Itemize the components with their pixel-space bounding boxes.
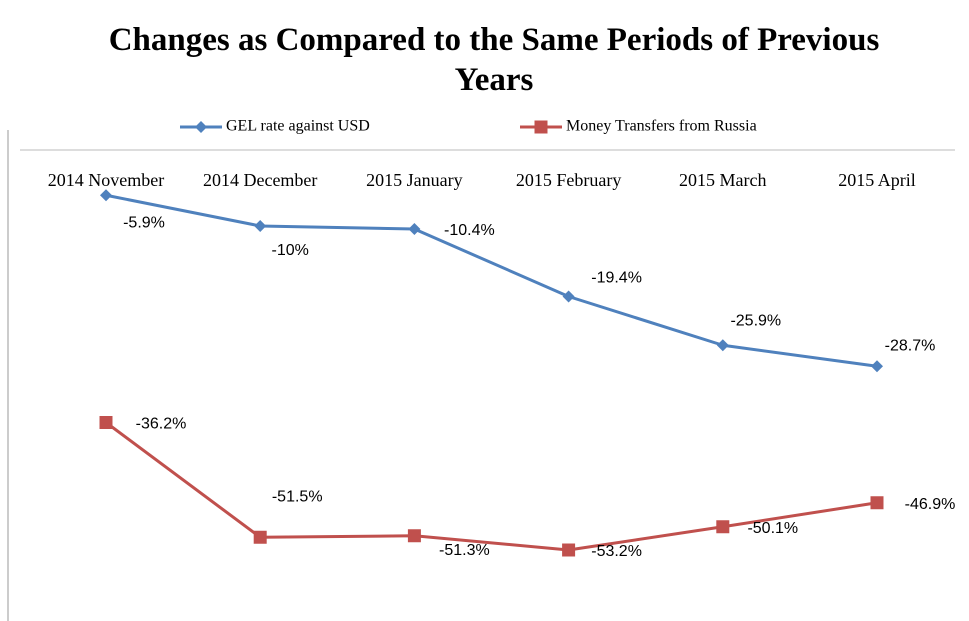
- x-tick-label: 2015 April: [838, 170, 916, 190]
- chart-title: Changes as Compared to the Same Periods …: [108, 22, 880, 98]
- data-label: -25.9%: [730, 312, 781, 329]
- marker: [716, 520, 730, 534]
- marker: [408, 223, 421, 235]
- marker: [253, 530, 267, 544]
- data-label: -46.9%: [905, 496, 956, 513]
- x-tick-label: 2015 January: [366, 170, 462, 190]
- marker: [407, 529, 421, 543]
- data-label: -51.3%: [439, 542, 490, 559]
- x-tick-label: 2014 December: [203, 170, 317, 190]
- marker: [870, 496, 884, 510]
- marker: [254, 220, 267, 232]
- data-label: -28.7%: [885, 337, 936, 354]
- data-label: -51.5%: [272, 488, 323, 505]
- series-line: [105, 193, 878, 368]
- marker: [534, 120, 548, 134]
- x-tick-label: 2015 February: [516, 170, 621, 190]
- marker: [716, 339, 729, 352]
- marker: [195, 121, 207, 133]
- x-tick-label: 2015 March: [679, 170, 766, 190]
- marker: [562, 543, 576, 557]
- marker: [99, 416, 113, 429]
- marker: [100, 189, 112, 202]
- legend-label: GEL rate against USD: [226, 118, 370, 135]
- data-label: -19.4%: [591, 270, 642, 287]
- marker: [871, 360, 883, 373]
- legend-label: Money Transfers from Russia: [566, 118, 757, 135]
- data-label: -10%: [272, 242, 309, 259]
- data-label: -50.1%: [747, 520, 798, 537]
- series-line: [105, 421, 878, 552]
- data-label: -36.2%: [136, 416, 187, 433]
- marker: [562, 290, 575, 303]
- x-tick-label: 2014 November: [48, 170, 164, 190]
- data-label: -10.4%: [444, 222, 495, 239]
- data-label: -53.2%: [591, 543, 642, 560]
- data-label: -5.9%: [123, 214, 165, 231]
